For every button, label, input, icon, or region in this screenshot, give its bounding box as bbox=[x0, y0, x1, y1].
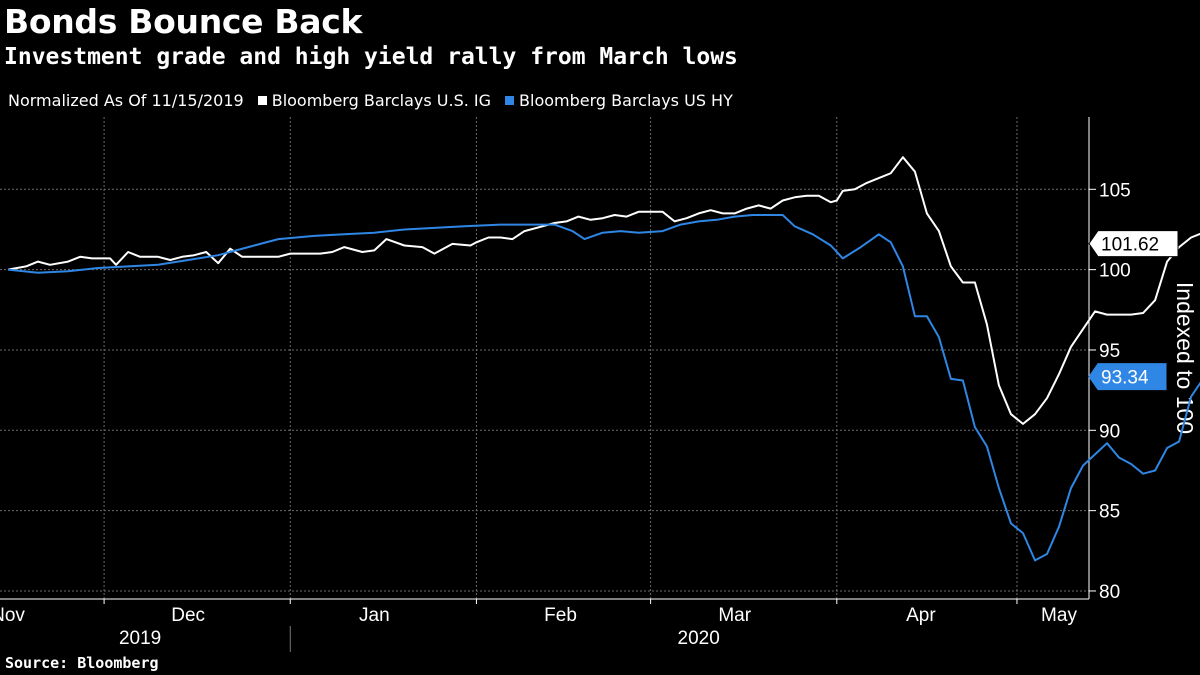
chart-title: Bonds Bounce Back bbox=[4, 2, 363, 41]
legend: Normalized As Of 11/15/2019 Bloomberg Ba… bbox=[8, 91, 733, 110]
end-value-label-1: 93.34 bbox=[1101, 368, 1149, 389]
x-month-label-4: Mar bbox=[718, 605, 751, 626]
x-year-label-0: 2019 bbox=[119, 628, 161, 649]
x-month-label-0: Nov bbox=[0, 605, 25, 626]
legend-swatch-hy bbox=[505, 96, 515, 105]
legend-swatch-ig bbox=[257, 96, 267, 105]
y-axis-title: Indexed to 100 bbox=[1172, 282, 1198, 434]
x-month-label-2: Jan bbox=[359, 605, 390, 626]
end-value-tag-1 bbox=[1088, 363, 1167, 391]
y-tick-label-85: 85 bbox=[1099, 502, 1120, 523]
y-tick-label-105: 105 bbox=[1099, 180, 1131, 201]
y-tick-label-90: 90 bbox=[1099, 421, 1120, 442]
end-value-tag-0 bbox=[1088, 230, 1179, 258]
x-month-label-1: Dec bbox=[171, 605, 205, 626]
legend-label-ig: Bloomberg Barclays U.S. IG bbox=[271, 91, 492, 110]
x-month-label-3: Feb bbox=[544, 605, 577, 626]
legend-note: Normalized As Of 11/15/2019 bbox=[8, 91, 244, 110]
y-tick-label-100: 100 bbox=[1099, 261, 1131, 282]
x-month-label-5: Apr bbox=[906, 605, 936, 626]
end-value-label-0: 101.62 bbox=[1101, 235, 1159, 256]
series-line-0 bbox=[7, 156, 1200, 425]
x-month-label-6: May bbox=[1041, 605, 1077, 626]
source-note: Source: Bloomberg bbox=[5, 654, 159, 672]
y-tick-label-95: 95 bbox=[1099, 341, 1120, 362]
legend-label-hy: Bloomberg Barclays US HY bbox=[519, 91, 733, 110]
chart-subtitle: Investment grade and high yield rally fr… bbox=[4, 44, 738, 70]
y-tick-label-80: 80 bbox=[1099, 582, 1120, 603]
series-line-1 bbox=[7, 214, 1200, 562]
x-year-label-1: 2020 bbox=[678, 628, 720, 649]
